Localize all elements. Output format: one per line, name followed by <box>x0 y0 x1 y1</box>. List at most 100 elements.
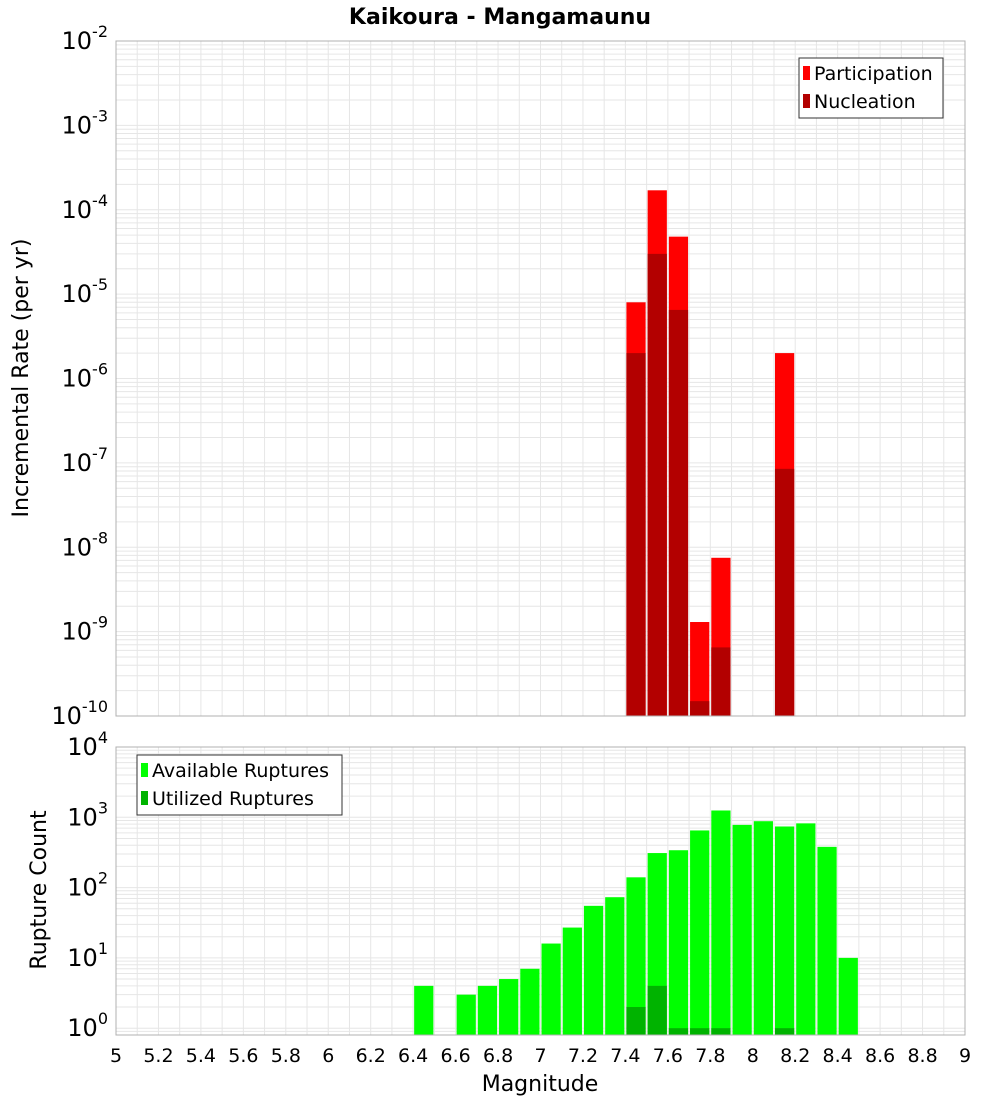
x-tick-label: 7 <box>534 1045 546 1067</box>
rate-y-tick-exponent: -4 <box>92 191 108 210</box>
count-bar <box>499 979 519 1035</box>
count-y-tick-label: 103 <box>67 798 108 831</box>
count-y-tick-exponent: 3 <box>98 798 108 817</box>
rate-y-tick-label: 10-10 <box>51 697 108 730</box>
count-y-tick-exponent: 1 <box>98 939 108 958</box>
count-y-tick-base: 10 <box>67 733 98 761</box>
rate-series-2 <box>626 253 795 716</box>
rate-legend-swatch <box>803 66 810 80</box>
rate-plot-frame <box>115 40 966 717</box>
rate-bar <box>668 309 689 716</box>
rate-y-tick-label: 10-7 <box>62 444 109 477</box>
rate-grid <box>115 40 966 717</box>
x-tick-label: 6.6 <box>440 1045 470 1067</box>
count-y-tick-label: 102 <box>67 869 108 902</box>
rate-y-tick-base: 10 <box>62 618 93 646</box>
x-tick-label: 6.4 <box>398 1045 428 1067</box>
count-bar <box>732 824 752 1035</box>
rate-y-tick-exponent: -8 <box>92 528 108 547</box>
rate-y-tick-label: 10-5 <box>62 275 109 308</box>
x-tick-label: 7.6 <box>653 1045 683 1067</box>
x-tick-label: 8.6 <box>865 1045 895 1067</box>
rate-y-tick-label: 10-8 <box>62 528 109 561</box>
rate-y-tick-label: 10-3 <box>62 106 109 139</box>
count-y-tick-label: 101 <box>67 939 108 972</box>
x-tick-label: 5.6 <box>228 1045 258 1067</box>
x-tick-label: 5.4 <box>186 1045 216 1067</box>
rate-y-tick-exponent: -3 <box>92 106 108 125</box>
rate-y-tick-label: 10-2 <box>62 22 109 55</box>
count-plot-frame <box>115 746 966 1036</box>
x-tick-label: 5 <box>110 1045 122 1067</box>
count-y-tick-exponent: 4 <box>98 728 108 747</box>
count-series-2 <box>626 985 795 1035</box>
count-bar <box>626 1007 646 1035</box>
rate-bar <box>711 647 731 716</box>
count-legend-swatch <box>141 791 148 805</box>
count-bar <box>774 1028 795 1035</box>
count-y-tick-base: 10 <box>67 1014 98 1042</box>
count-y-tick-base: 10 <box>67 803 98 831</box>
rate-y-tick-base: 10 <box>62 280 93 308</box>
count-legend-box <box>136 754 343 816</box>
rate-y-tick-base: 10 <box>62 27 93 55</box>
count-bar <box>753 821 773 1035</box>
rate-bar <box>626 353 646 716</box>
rate-legend-box <box>798 57 944 119</box>
count-bar <box>520 968 540 1035</box>
count-bar <box>605 897 625 1035</box>
rate-bar <box>774 468 795 716</box>
rate-y-tick-exponent: -9 <box>92 613 108 632</box>
count-bar <box>838 957 858 1035</box>
rate-legend-swatch <box>803 94 810 108</box>
count-bar <box>647 985 667 1035</box>
rate-bar <box>647 253 667 716</box>
rate-panel: 10-1010-910-810-710-610-510-410-310-2Par… <box>51 22 966 730</box>
count-bar <box>477 985 498 1035</box>
count-y-tick-label: 104 <box>67 728 108 761</box>
rate-y-tick-label: 10-4 <box>62 191 109 224</box>
rate-y-tick-exponent: -10 <box>82 697 108 716</box>
count-bar <box>456 994 476 1035</box>
rate-bar <box>690 622 710 716</box>
rate-y-tick-base: 10 <box>62 196 93 224</box>
x-tick-label: 9 <box>959 1045 971 1067</box>
x-tick-label: 6.2 <box>356 1045 386 1067</box>
count-bar <box>414 985 434 1035</box>
count-bar <box>626 877 646 1035</box>
rate-legend: Participation Nucleation <box>798 57 944 119</box>
x-tick-label: 6.8 <box>483 1045 513 1067</box>
count-legend: Available Ruptures Utilized Ruptures <box>136 754 343 816</box>
count-series-1 <box>414 810 858 1035</box>
count-bar <box>690 1028 710 1035</box>
rate-legend-label: Participation <box>814 63 933 85</box>
rate-y-tick-base: 10 <box>62 449 93 477</box>
y-axis-label-count: Rupture Count <box>27 810 52 970</box>
rate-y-tick-base: 10 <box>62 365 93 393</box>
rate-bar <box>690 701 710 716</box>
x-axis-label: Magnitude <box>482 1072 599 1097</box>
count-legend-label: Utilized Ruptures <box>152 788 314 810</box>
x-tick-label: 7.8 <box>695 1045 725 1067</box>
count-bar <box>690 830 710 1035</box>
count-bar <box>796 823 816 1035</box>
rate-y-tick-exponent: -7 <box>92 444 108 463</box>
x-tick-label: 7.4 <box>610 1045 640 1067</box>
x-axis: 5 5.2 5.4 5.6 5.8 6 6.2 6.4 6.6 6.8 7 7.2 7.4 7.6 7.8 8… <box>110 1045 971 1067</box>
count-bar <box>668 1028 689 1035</box>
x-tick-label: 8 <box>747 1045 759 1067</box>
rate-y-tick-exponent: -5 <box>92 275 108 294</box>
count-bar <box>711 810 731 1035</box>
chart-title: Kaikoura - Mangamaunu <box>349 5 651 30</box>
x-tick-label: 8.2 <box>780 1045 810 1067</box>
count-bar <box>774 826 795 1035</box>
count-y-tick-base: 10 <box>67 944 98 972</box>
x-tick-label: 8.8 <box>907 1045 937 1067</box>
x-tick-label: 7.2 <box>568 1045 598 1067</box>
rate-y-tick-base: 10 <box>62 111 93 139</box>
rate-legend-label: Nucleation <box>814 91 916 113</box>
